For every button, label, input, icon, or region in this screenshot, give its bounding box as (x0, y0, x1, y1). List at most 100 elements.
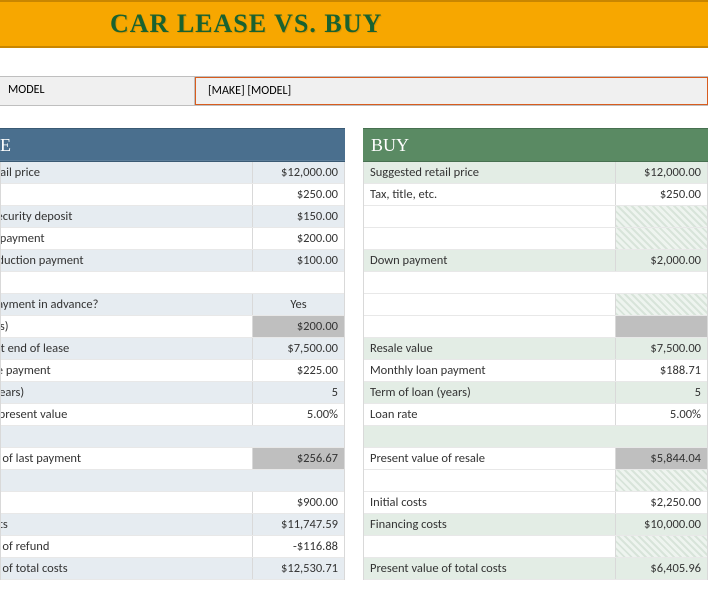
row-value[interactable]: $900.00 (252, 492, 344, 513)
row-value[interactable]: $11,747.59 (252, 514, 344, 535)
table-row (1, 272, 344, 294)
table-row (1, 470, 344, 492)
row-value[interactable]: 5 (252, 382, 344, 403)
title-bar: CAR LEASE VS. BUY (0, 0, 708, 48)
row-value[interactable]: $2,250.00 (615, 492, 707, 513)
row-label: Term of loan (years) (364, 382, 615, 403)
lease-column: E Suggested retail price$12,000.00Tax, t… (0, 128, 345, 580)
row-value (615, 228, 707, 249)
row-value[interactable]: 5.00% (252, 404, 344, 425)
row-label (364, 470, 615, 491)
table-row: Resale price at end of lease$7,500.00 (1, 338, 344, 360)
row-label (364, 228, 615, 249)
table-row: Other cost reduction payment$100.00 (1, 250, 344, 272)
table-row: Initial costs$2,250.00 (364, 492, 707, 514)
row-value[interactable]: $256.67 (252, 448, 344, 469)
row-value[interactable]: $100.00 (252, 250, 344, 271)
row-value[interactable]: $12,530.71 (252, 558, 344, 579)
spacer (0, 106, 708, 128)
row-label (364, 294, 615, 315)
table-row: Tax, title, etc.$250.00 (1, 184, 344, 206)
table-row: Suggested retail price$12,000.00 (1, 162, 344, 184)
table-row: Loan rate5.00% (364, 404, 707, 426)
spacer (0, 48, 708, 76)
row-label (1, 470, 252, 491)
row-label: Monthly loan payment (364, 360, 615, 381)
row-value[interactable]: $5,844.04 (615, 448, 707, 469)
row-value[interactable]: 5.00% (615, 404, 707, 425)
buy-body: Suggested retail price$12,000.00Tax, tit… (363, 162, 708, 580)
row-value[interactable]: $250.00 (615, 184, 707, 205)
row-label: Present value of total costs (364, 558, 615, 579)
buy-column: BUY Suggested retail price$12,000.00Tax,… (363, 128, 708, 580)
row-label: Last month payment in advance? (1, 294, 252, 315)
row-label (364, 272, 615, 293)
table-row: Lease term (years)5 (1, 382, 344, 404)
table-row: Present value of total costs$12,530.71 (1, 558, 344, 580)
row-value (252, 426, 344, 447)
row-value (615, 206, 707, 227)
page-title: CAR LEASE VS. BUY (110, 9, 382, 39)
row-value[interactable]: $7,500.00 (615, 338, 707, 359)
comparison-columns: E Suggested retail price$12,000.00Tax, t… (0, 128, 708, 580)
table-row: Refundable security deposit$150.00 (1, 206, 344, 228)
row-value[interactable]: $6,405.96 (615, 558, 707, 579)
row-value[interactable]: $200.00 (252, 228, 344, 249)
row-value[interactable]: $250.00 (252, 184, 344, 205)
table-row: Monthly loan payment$188.71 (364, 360, 707, 382)
model-input[interactable]: [MAKE] [MODEL] (195, 77, 708, 105)
row-label (364, 316, 615, 337)
lease-header: E (0, 128, 345, 162)
row-label: Present value of total costs (1, 558, 252, 579)
row-value[interactable]: $7,500.00 (252, 338, 344, 359)
row-label: Tax, title, etc. (1, 184, 252, 205)
row-label: Initial costs (364, 492, 615, 513)
row-label: Monthly lease payment (1, 360, 252, 381)
row-value (615, 536, 707, 557)
row-value[interactable]: $225.00 (252, 360, 344, 381)
row-label: Financing costs (1, 514, 252, 535)
row-label (364, 426, 615, 447)
table-row (364, 536, 707, 558)
table-row: Tax, title, etc.$250.00 (364, 184, 707, 206)
row-value (615, 294, 707, 315)
row-value[interactable]: $150.00 (252, 206, 344, 227)
table-row (364, 294, 707, 316)
table-row: Present value of total costs$6,405.96 (364, 558, 707, 580)
row-value[interactable]: 5 (615, 382, 707, 403)
row-label: Initial costs (1, 492, 252, 513)
table-row: Present value of last payment$256.67 (1, 448, 344, 470)
row-label: Financing costs (364, 514, 615, 535)
row-value (615, 316, 707, 337)
row-value[interactable]: $12,000.00 (615, 162, 707, 183)
row-label: Present value of resale (364, 448, 615, 469)
row-value[interactable]: $12,000.00 (252, 162, 344, 183)
row-label: Resale price at end of lease (1, 338, 252, 359)
row-label: First month's payment (1, 228, 252, 249)
row-value[interactable]: $188.71 (615, 360, 707, 381)
row-label: Loan rate for present value (1, 404, 252, 425)
model-row: MODEL [MAKE] [MODEL] (0, 76, 708, 106)
table-row: Present value of refund-$116.88 (1, 536, 344, 558)
table-row: Monthly lease payment$225.00 (1, 360, 344, 382)
table-row (1, 426, 344, 448)
row-label: Present value of refund (1, 536, 252, 557)
row-label: Down payment (364, 250, 615, 271)
table-row: Financing costs$11,747.59 (1, 514, 344, 536)
row-value (615, 272, 707, 293)
row-value[interactable]: $2,000.00 (615, 250, 707, 271)
row-value[interactable]: $200.00 (252, 316, 344, 337)
row-value[interactable]: -$116.88 (252, 536, 344, 557)
buy-header: BUY (363, 128, 708, 162)
row-label (364, 536, 615, 557)
lease-body: Suggested retail price$12,000.00Tax, tit… (0, 162, 345, 580)
table-row: Financing costs$10,000.00 (364, 514, 707, 536)
row-value[interactable]: Yes (252, 294, 344, 315)
table-row (364, 470, 707, 492)
row-label: Amount (if yes) (1, 316, 252, 337)
row-value (615, 426, 707, 447)
row-value (615, 470, 707, 491)
table-row: Resale value$7,500.00 (364, 338, 707, 360)
table-row (364, 272, 707, 294)
row-value[interactable]: $10,000.00 (615, 514, 707, 535)
